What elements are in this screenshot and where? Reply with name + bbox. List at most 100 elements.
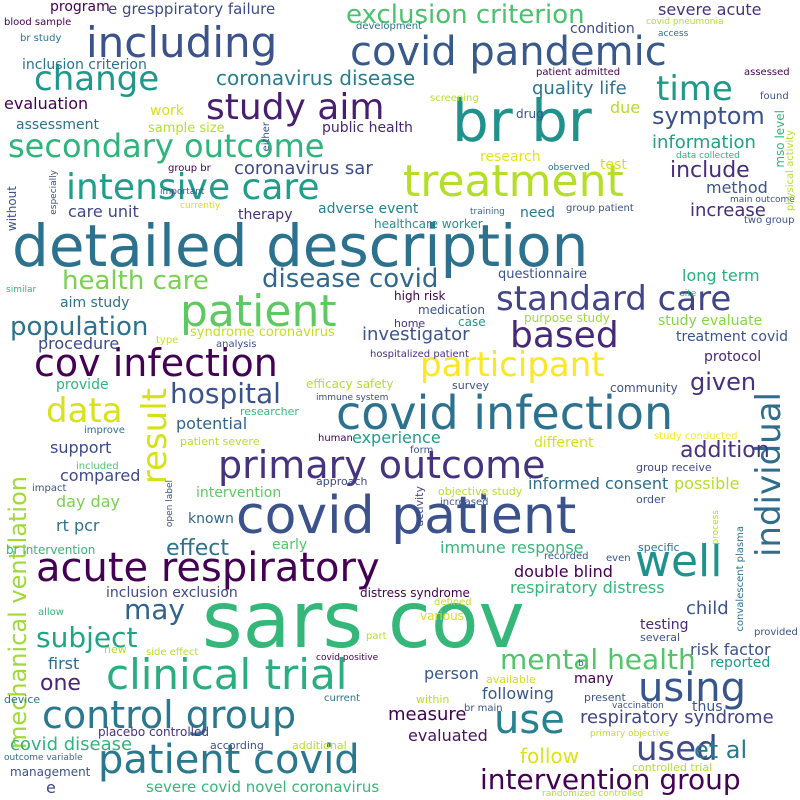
word-first: first: [48, 654, 80, 673]
word-drug: drug: [516, 107, 544, 121]
word-controlled-trial: controlled trial: [632, 761, 713, 774]
word-due: due: [610, 98, 641, 117]
word-early: early: [272, 537, 308, 553]
word-clinical-trial: clinical trial: [106, 650, 348, 699]
word-covid-infection: covid infection: [336, 386, 674, 440]
word-primary-objective: primary objective: [590, 729, 670, 739]
word-different: different: [534, 435, 594, 451]
word-group-br: group br: [168, 163, 211, 174]
word-e: e: [46, 778, 56, 797]
word-inclusion-exclusion: inclusion exclusion: [106, 585, 238, 601]
word-questionnaire: questionnaire: [498, 267, 588, 282]
word-evaluation: evaluation: [4, 94, 89, 113]
word-without: without: [5, 186, 19, 232]
word-investigator: investigator: [362, 324, 470, 345]
word-sample-size: sample size: [148, 121, 225, 136]
word-physical-activity: physical activity: [785, 130, 796, 212]
word-screening: screening: [430, 93, 479, 104]
word-available: available: [486, 673, 536, 686]
word-various: various: [420, 609, 464, 623]
word-br-intervention: br intervention: [6, 543, 96, 557]
word-survey: survey: [452, 379, 490, 392]
word-home: home: [394, 317, 426, 330]
word-public-health: public health: [322, 120, 413, 136]
word-intensive-care: intensive care: [66, 167, 320, 208]
word-health-care: health care: [62, 266, 209, 296]
word-may: may: [124, 593, 186, 626]
word-development: development: [356, 21, 422, 32]
word-analysis: analysis: [216, 339, 257, 350]
word-including: including: [86, 18, 278, 67]
word-result: result: [135, 388, 175, 485]
word-adverse-event: adverse event: [318, 201, 419, 217]
word-open-label: open label: [165, 480, 175, 528]
word-defined: defined: [434, 597, 472, 608]
word-thus: thus: [692, 699, 723, 715]
word-severe-acute: severe acute: [658, 0, 762, 19]
word-assessed: assessed: [744, 67, 790, 78]
word-br-br: br br: [452, 87, 592, 155]
word-testing: testing: [640, 617, 689, 633]
word-covid-pneumonia: covid pneumonia: [646, 17, 724, 27]
word-b: b: [578, 659, 584, 669]
word-exclusion-criterion: exclusion criterion: [346, 0, 585, 30]
word-covid-disease: covid disease: [10, 734, 133, 755]
word-new: new: [104, 643, 127, 656]
word-primary-outcome: primary outcome: [218, 443, 546, 487]
word-standard-care: standard care: [496, 279, 732, 319]
word-medication: medication: [418, 303, 485, 317]
word-care-unit: care unit: [68, 202, 139, 221]
word-objective-study: objective study: [438, 485, 523, 498]
word-well: well: [635, 536, 723, 587]
word-study-conducted: study conducted: [654, 431, 738, 442]
word-study-aim: study aim: [206, 87, 385, 128]
word-measure: measure: [388, 704, 467, 725]
word-main-outcome: main outcome: [730, 195, 795, 205]
word-include: include: [670, 158, 750, 183]
word-participant: participant: [420, 345, 605, 385]
word-side-effect: side effect: [146, 647, 199, 658]
word-found: found: [760, 91, 789, 102]
word-respiratory-syndrome: respiratory syndrome: [580, 707, 774, 728]
word-device: device: [4, 693, 41, 706]
word-aim-study: aim study: [60, 295, 130, 311]
word-patient-severe: patient severe: [180, 435, 260, 448]
word-approach: approach: [316, 475, 368, 488]
word-group-patient: group patient: [566, 203, 634, 214]
word-distress-syndrome: distress syndrome: [360, 586, 470, 600]
word-effect: effect: [166, 536, 229, 561]
word-case: case: [458, 315, 486, 329]
word-purpose-study: purpose study: [524, 311, 610, 325]
word-intervention: intervention: [196, 485, 282, 501]
word-population: population: [10, 312, 149, 342]
word-coronavirus-sar: coronavirus sar: [234, 158, 373, 179]
word-follow: follow: [520, 744, 579, 768]
word-important: important: [160, 187, 205, 197]
word-support: support: [50, 438, 112, 457]
word-two-group: two group: [744, 215, 795, 226]
word-method: method: [706, 178, 768, 197]
word-vaccination: vaccination: [612, 701, 664, 711]
word-using: using: [638, 665, 747, 711]
word-informed-consent: informed consent: [528, 474, 669, 493]
word-observed: observed: [548, 163, 590, 173]
word-reported: reported: [710, 655, 771, 671]
word-respiratory-distress: respiratory distress: [510, 578, 665, 597]
word-research: research: [480, 149, 541, 165]
word-data-collected: data collected: [676, 151, 740, 161]
word-e-gresppiratory-failure: e gresppiratory failure: [108, 0, 276, 18]
word-disease-covid: disease covid: [262, 264, 439, 294]
word-activity: activity: [413, 486, 426, 527]
word-immune-response: immune response: [440, 538, 584, 557]
word-patient-covid: patient covid: [98, 737, 360, 783]
word-according: according: [210, 739, 264, 752]
word-protocol: protocol: [704, 349, 762, 365]
word-additional: additional: [292, 739, 347, 752]
word-order: order: [636, 493, 666, 506]
word-work: work: [150, 103, 184, 119]
word-possible: possible: [674, 474, 740, 493]
word-therapy: therapy: [238, 207, 293, 223]
word-site: site: [680, 289, 697, 299]
word-treatment: treatment: [403, 156, 624, 207]
word-provided: provided: [754, 627, 798, 638]
